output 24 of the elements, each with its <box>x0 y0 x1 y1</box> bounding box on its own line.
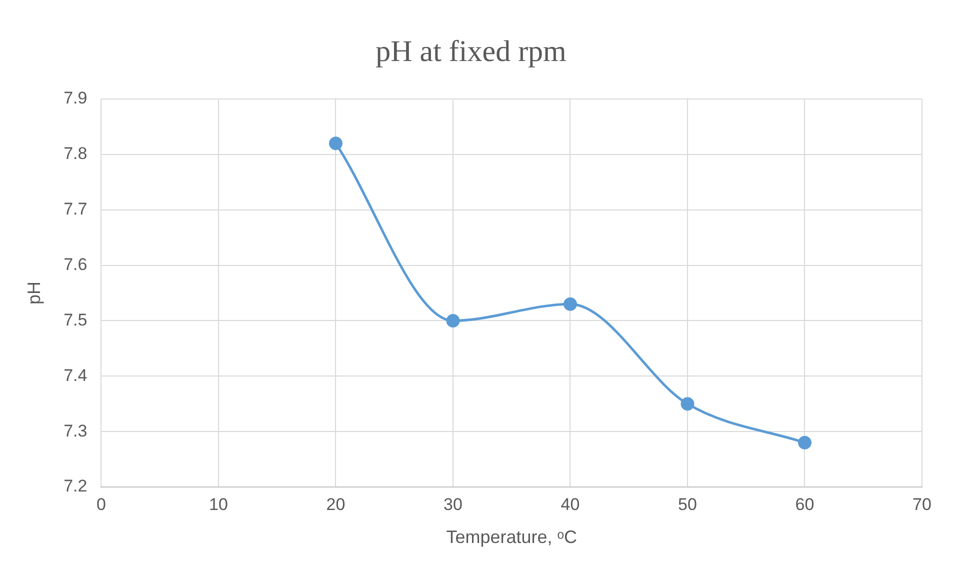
x-tick-label: 40 <box>560 494 580 514</box>
point <box>328 136 342 150</box>
x-axis-title: Temperature, ᵒC <box>446 527 578 548</box>
x-tick-label: 50 <box>678 494 697 514</box>
y-tick-label: 7.5 <box>64 310 88 330</box>
y-tick-label: 7.2 <box>64 476 88 496</box>
y-axis-title: pH <box>24 281 44 305</box>
point <box>680 397 694 411</box>
x-tick-label: 10 <box>209 494 228 514</box>
y-tick-label: 7.4 <box>64 366 88 385</box>
x-tick-label: 70 <box>912 494 932 514</box>
x-tick-label: 30 <box>444 494 462 514</box>
point <box>798 436 812 450</box>
point <box>563 297 577 311</box>
y-tick-label: 7.6 <box>64 254 88 274</box>
y-tick-label: 7.7 <box>64 200 88 219</box>
x-tick-label: 20 <box>326 494 346 514</box>
x-tick-label: 0 <box>96 494 106 514</box>
x-tick-label: 60 <box>795 494 814 514</box>
y-tick-label: 7.3 <box>64 421 88 440</box>
chart-title: pH at fixed rpm <box>376 34 566 68</box>
point <box>446 314 460 328</box>
y-tick-label: 7.8 <box>64 144 88 164</box>
y-tick-label: 7.9 <box>64 88 88 108</box>
